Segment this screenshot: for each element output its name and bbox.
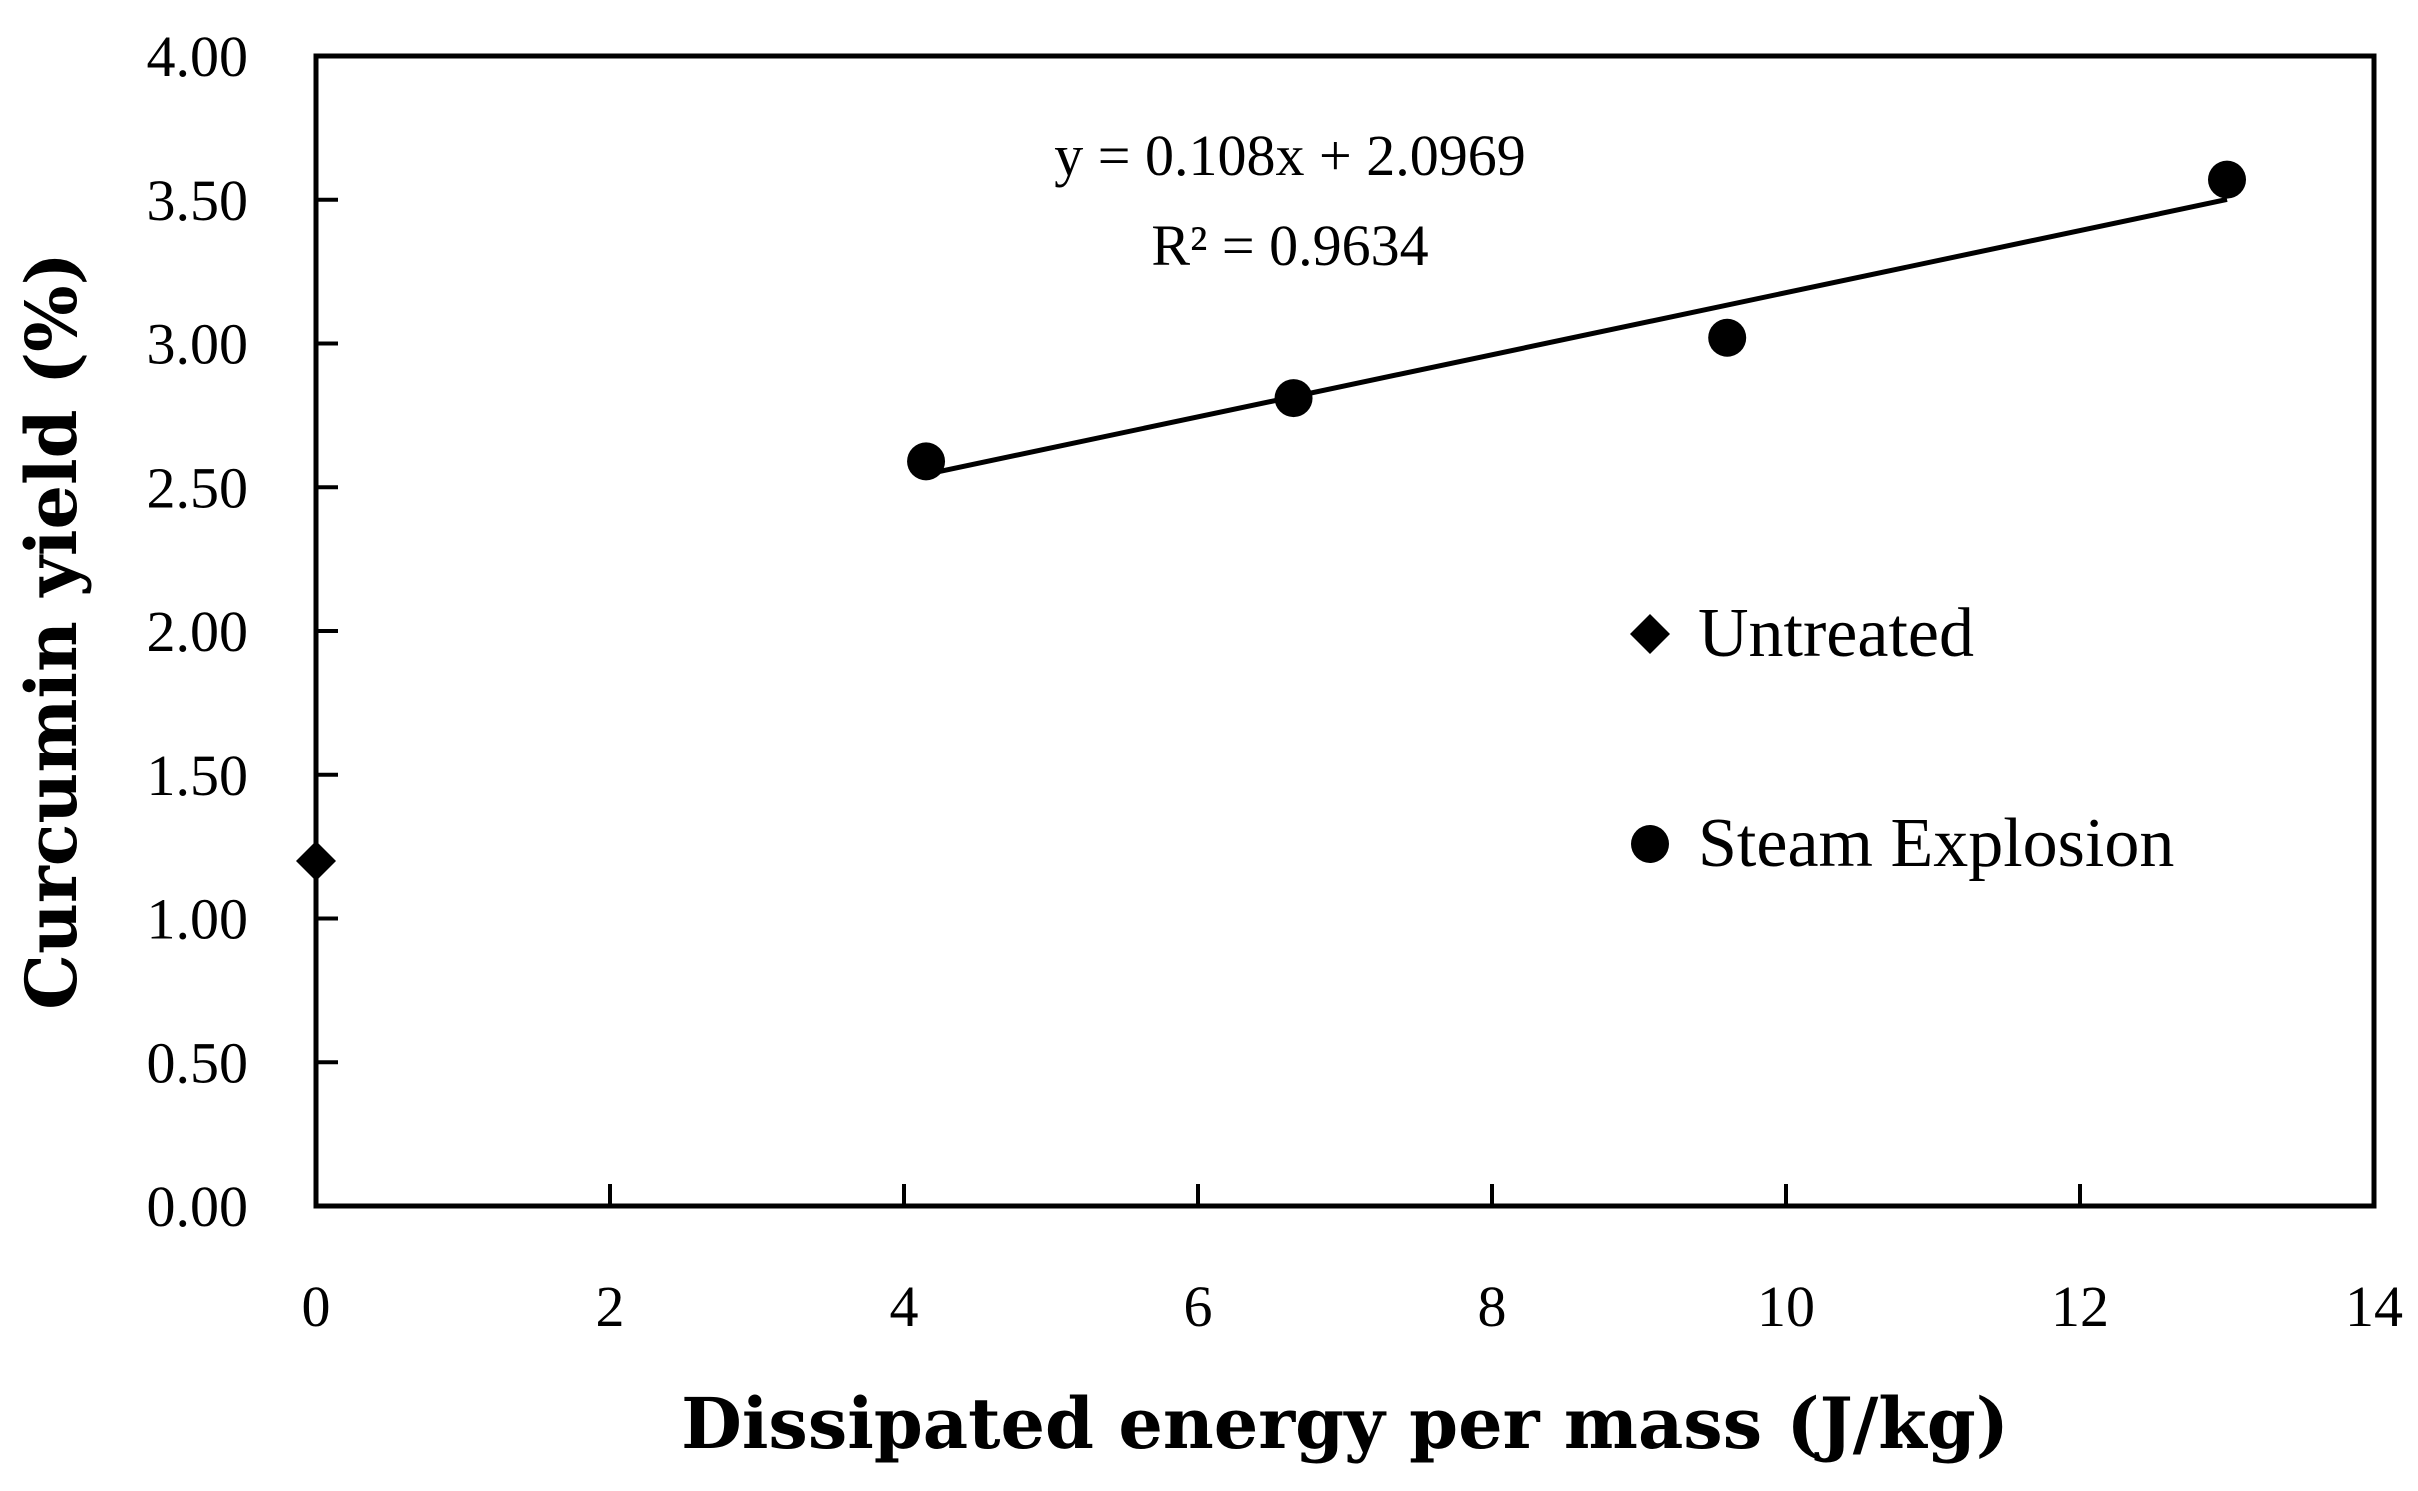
steam-explosion-point: [907, 442, 946, 481]
x-tick-label: 2: [596, 1274, 625, 1339]
y-tick-label: 4.00: [147, 24, 249, 89]
legend: Untreated Steam Explosion: [1630, 595, 2174, 882]
x-axis-ticks: 0 2 4 6 8 10 12 14: [302, 1184, 2403, 1339]
x-axis-title: Dissipated energy per mass (J/kg): [681, 1382, 2009, 1465]
y-axis-ticks: 0.00 0.50 1.00 1.50 2.00 2.50 3.00 3.50 4.00: [147, 24, 338, 1239]
untreated-point: [296, 841, 336, 881]
trendline-equation: y = 0.108x + 2.0969: [1054, 123, 1525, 188]
data-points: [296, 160, 2246, 881]
x-tick-label: 8: [1478, 1274, 1507, 1339]
x-tick-label: 0: [302, 1274, 331, 1339]
legend-item-steam-explosion: Steam Explosion: [1631, 805, 2174, 882]
x-tick-label: 4: [890, 1274, 919, 1339]
steam-explosion-point: [1708, 318, 1747, 357]
legend-circle-marker: [1631, 825, 1669, 863]
x-tick-label: 6: [1184, 1274, 1213, 1339]
y-tick-label: 3.00: [147, 312, 249, 377]
y-tick-label: 1.50: [147, 743, 249, 808]
y-tick-label: 0.00: [147, 1174, 249, 1239]
x-tick-label: 10: [1757, 1274, 1815, 1339]
legend-item-untreated: Untreated: [1630, 595, 1974, 672]
legend-label-untreated: Untreated: [1698, 595, 1974, 672]
y-tick-label: 3.50: [147, 168, 249, 233]
y-axis-title: Curcumin yield (%): [10, 252, 93, 1009]
x-tick-label: 12: [2051, 1274, 2109, 1339]
y-tick-label: 2.50: [147, 455, 249, 520]
trendline: [925, 197, 2228, 477]
y-tick-label: 1.00: [147, 887, 249, 952]
steam-explosion-point: [1274, 379, 1313, 418]
y-tick-label: 0.50: [147, 1030, 249, 1095]
legend-label-steam-explosion: Steam Explosion: [1698, 805, 2174, 882]
trendline-group: [925, 197, 2228, 477]
legend-diamond-marker: [1630, 614, 1670, 654]
x-tick-label: 14: [2345, 1274, 2403, 1339]
y-tick-label: 2.00: [147, 599, 249, 664]
steam-explosion-point: [2208, 160, 2246, 199]
trendline-r-squared: R² = 0.9634: [1151, 213, 1428, 278]
